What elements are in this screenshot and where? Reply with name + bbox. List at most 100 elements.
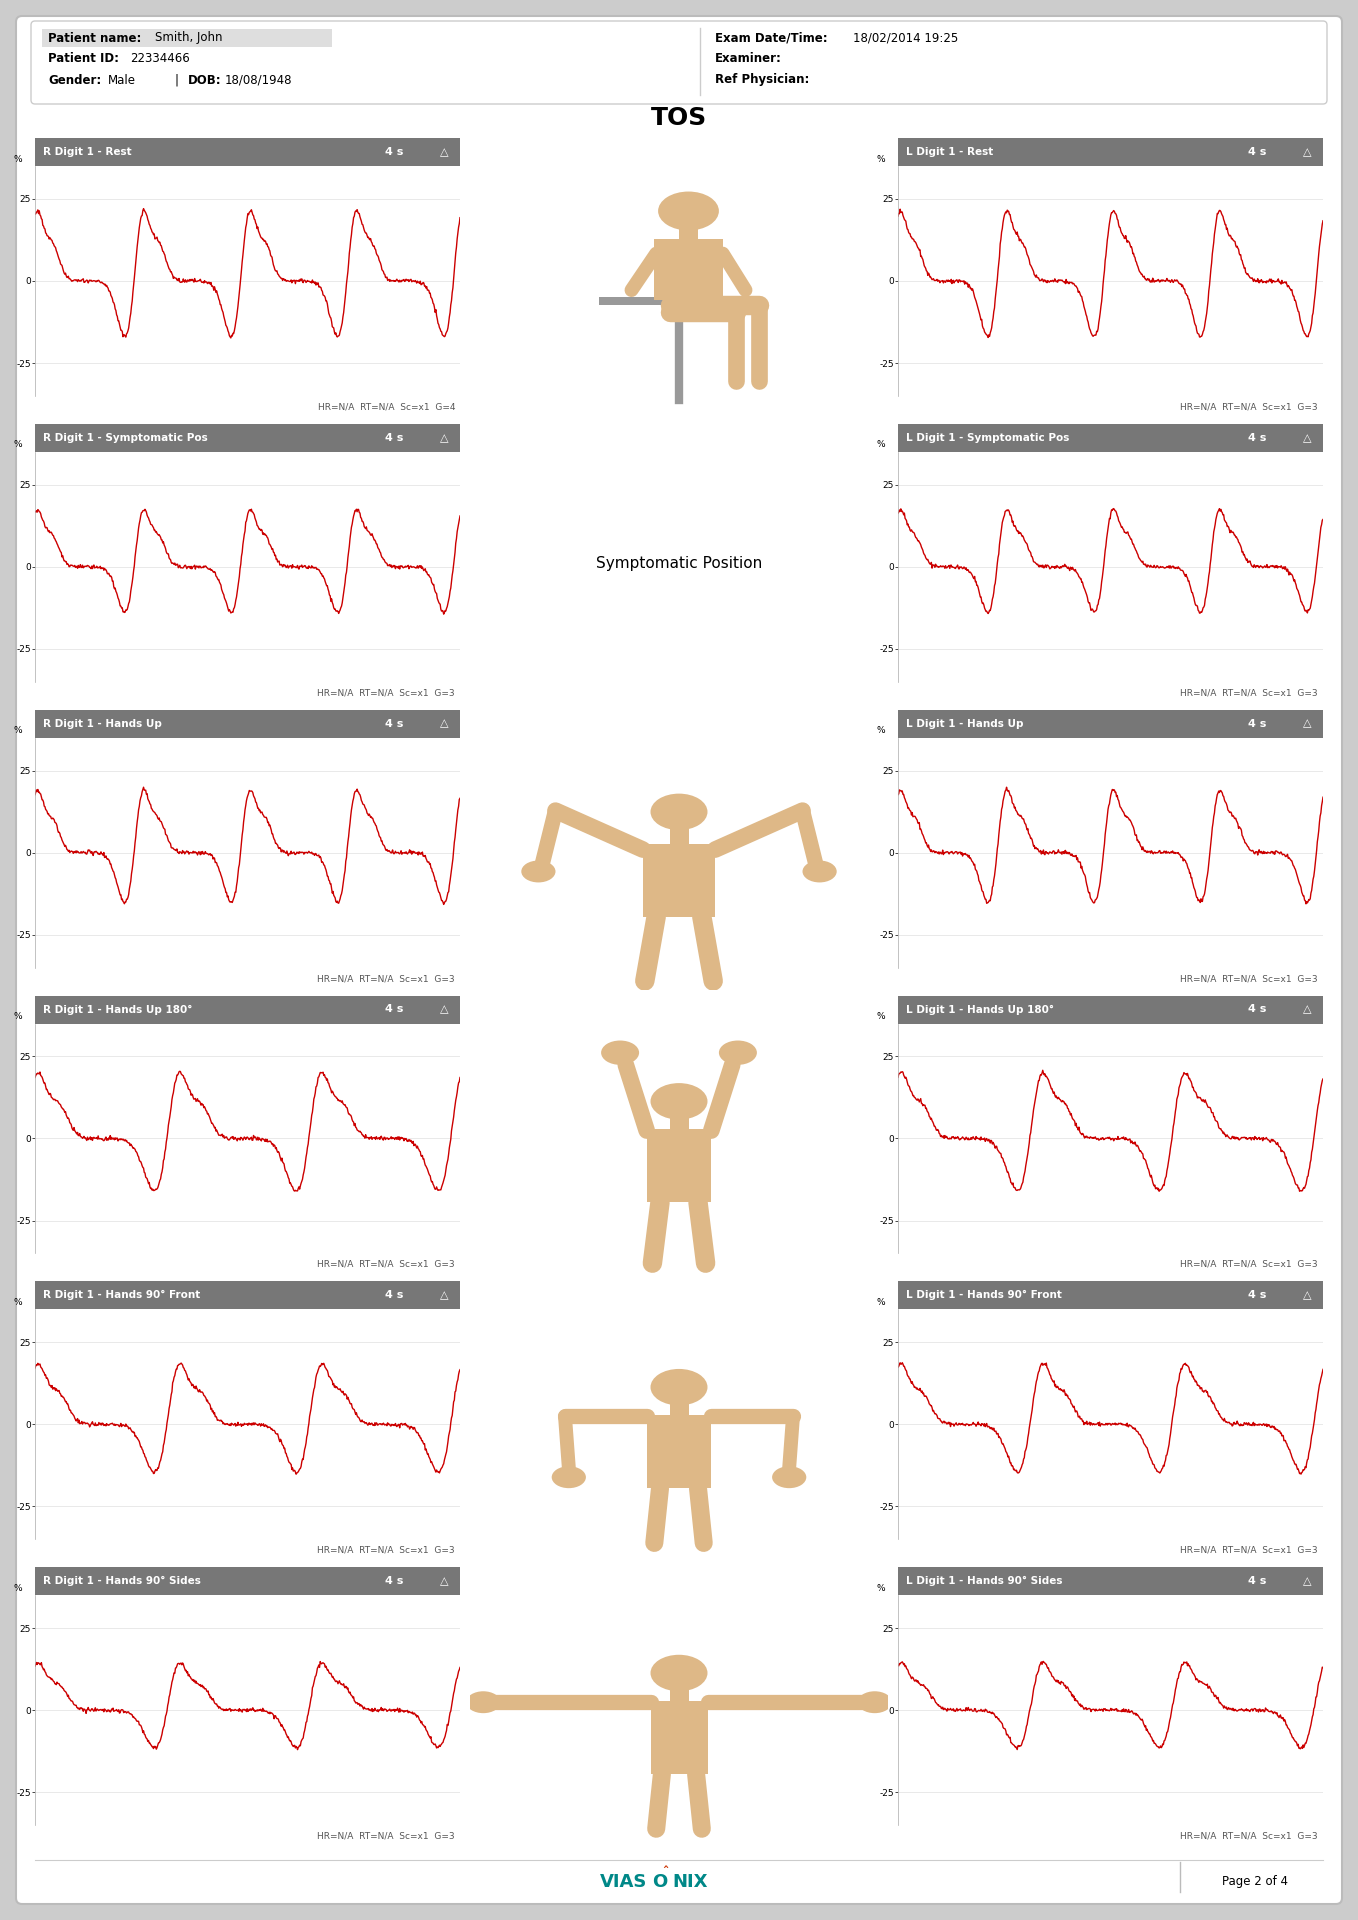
Text: R Digit 1 - Symptomatic Pos: R Digit 1 - Symptomatic Pos	[43, 432, 208, 444]
Text: %: %	[14, 1298, 22, 1308]
Text: R Digit 1 - Hands 90° Sides: R Digit 1 - Hands 90° Sides	[43, 1576, 201, 1586]
Text: △: △	[1302, 718, 1312, 730]
Text: HR=N/A  RT=N/A  Sc=x1  G=3: HR=N/A RT=N/A Sc=x1 G=3	[1180, 687, 1319, 697]
Text: 4 s: 4 s	[386, 432, 403, 444]
Text: Ref Physician:: Ref Physician:	[716, 73, 809, 86]
Circle shape	[521, 860, 555, 883]
Text: VIAS: VIAS	[600, 1874, 648, 1891]
Text: Examiner:: Examiner:	[716, 52, 782, 65]
Text: 4 s: 4 s	[386, 148, 403, 157]
Bar	[898, 1596, 1323, 1826]
Text: %: %	[877, 154, 885, 163]
Text: Smith, John: Smith, John	[155, 31, 223, 44]
Text: %: %	[877, 726, 885, 735]
Circle shape	[551, 1467, 585, 1488]
Bar	[35, 451, 460, 682]
Bar	[646, 1415, 712, 1488]
Text: L Digit 1 - Hands 90° Sides: L Digit 1 - Hands 90° Sides	[906, 1576, 1062, 1586]
Text: R Digit 1 - Hands Up 180°: R Digit 1 - Hands Up 180°	[43, 1004, 193, 1014]
Circle shape	[650, 1369, 708, 1405]
Bar	[655, 238, 722, 300]
Text: Symptomatic Position: Symptomatic Position	[596, 557, 762, 572]
Text: HR=N/A  RT=N/A  Sc=x1  G=3: HR=N/A RT=N/A Sc=x1 G=3	[318, 1260, 455, 1269]
Text: Patient ID:: Patient ID:	[48, 52, 120, 65]
Bar	[35, 1309, 460, 1540]
Text: HR=N/A  RT=N/A  Sc=x1  G=3: HR=N/A RT=N/A Sc=x1 G=3	[318, 687, 455, 697]
Text: HR=N/A  RT=N/A  Sc=x1  G=3: HR=N/A RT=N/A Sc=x1 G=3	[1180, 973, 1319, 983]
Bar	[35, 710, 460, 737]
Bar	[669, 1404, 689, 1415]
Bar	[898, 737, 1323, 968]
Text: L Digit 1 - Symptomatic Pos: L Digit 1 - Symptomatic Pos	[906, 432, 1069, 444]
Text: %: %	[14, 1584, 22, 1594]
Text: △: △	[1302, 1290, 1312, 1300]
Text: HR=N/A  RT=N/A  Sc=x1  G=3: HR=N/A RT=N/A Sc=x1 G=3	[318, 1832, 455, 1841]
Text: TOS: TOS	[650, 106, 708, 131]
Bar	[898, 995, 1323, 1023]
Bar	[35, 1567, 460, 1596]
Text: 4 s: 4 s	[1248, 718, 1267, 730]
Text: R Digit 1 - Hands Up: R Digit 1 - Hands Up	[43, 718, 162, 730]
Text: Exam Date/Time:: Exam Date/Time:	[716, 31, 827, 44]
Text: △: △	[1302, 1004, 1312, 1014]
Text: L Digit 1 - Hands Up: L Digit 1 - Hands Up	[906, 718, 1024, 730]
Text: △: △	[1302, 432, 1312, 444]
Text: |: |	[175, 73, 179, 86]
FancyBboxPatch shape	[16, 15, 1342, 1905]
Text: HR=N/A  RT=N/A  Sc=x1  G=3: HR=N/A RT=N/A Sc=x1 G=3	[318, 973, 455, 983]
Text: HR=N/A  RT=N/A  Sc=x1  G=3: HR=N/A RT=N/A Sc=x1 G=3	[1180, 403, 1319, 411]
Circle shape	[659, 192, 718, 230]
Text: 4 s: 4 s	[1248, 1576, 1267, 1586]
Bar	[898, 138, 1323, 165]
Circle shape	[466, 1692, 500, 1713]
Bar	[646, 1129, 712, 1202]
Bar	[35, 134, 460, 1851]
Bar	[669, 829, 689, 843]
Text: 4 s: 4 s	[386, 1004, 403, 1014]
Bar	[898, 1309, 1323, 1540]
Bar	[42, 29, 331, 46]
Bar	[898, 165, 1323, 396]
Circle shape	[650, 1083, 708, 1119]
Bar	[35, 737, 460, 968]
Bar	[898, 1023, 1323, 1254]
Circle shape	[803, 860, 837, 883]
Text: 4 s: 4 s	[1248, 1004, 1267, 1014]
Bar	[35, 1281, 460, 1309]
Bar	[35, 995, 460, 1023]
Text: △: △	[440, 1004, 448, 1014]
Bar	[679, 227, 698, 238]
Bar	[898, 451, 1323, 682]
Text: △: △	[1302, 1576, 1312, 1586]
Text: L Digit 1 - Rest: L Digit 1 - Rest	[906, 148, 993, 157]
Text: %: %	[877, 1298, 885, 1308]
Text: △: △	[440, 148, 448, 157]
Circle shape	[773, 1467, 807, 1488]
Text: %: %	[877, 440, 885, 449]
Text: %: %	[14, 154, 22, 163]
Text: Male: Male	[109, 73, 136, 86]
Text: %: %	[14, 1012, 22, 1021]
Text: O: O	[652, 1874, 667, 1891]
Text: △: △	[440, 1290, 448, 1300]
Text: Patient name:: Patient name:	[48, 31, 141, 44]
Text: 18/08/1948: 18/08/1948	[225, 73, 292, 86]
Bar	[898, 424, 1323, 451]
Bar	[898, 134, 1323, 1851]
Text: △: △	[440, 718, 448, 730]
Text: HR=N/A  RT=N/A  Sc=x1  G=3: HR=N/A RT=N/A Sc=x1 G=3	[1180, 1546, 1319, 1555]
Circle shape	[650, 1655, 708, 1692]
Circle shape	[858, 1692, 892, 1713]
Bar	[35, 165, 460, 396]
Text: %: %	[877, 1584, 885, 1594]
FancyBboxPatch shape	[31, 21, 1327, 104]
Bar	[669, 1690, 689, 1701]
Bar	[599, 298, 759, 305]
Text: DOB:: DOB:	[187, 73, 221, 86]
Text: %: %	[14, 726, 22, 735]
Text: △: △	[440, 432, 448, 444]
Text: %: %	[14, 440, 22, 449]
Text: 4 s: 4 s	[1248, 148, 1267, 157]
Text: L Digit 1 - Hands 90° Front: L Digit 1 - Hands 90° Front	[906, 1290, 1062, 1300]
Text: 4 s: 4 s	[1248, 432, 1267, 444]
